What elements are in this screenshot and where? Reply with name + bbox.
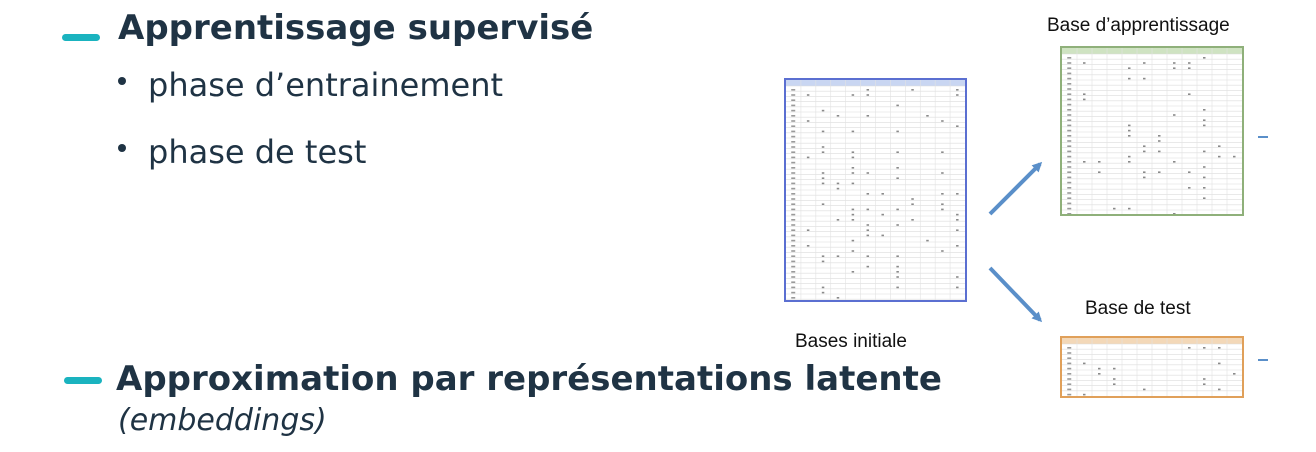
training-dataset-table — [1060, 46, 1244, 216]
section1-dash — [62, 34, 100, 41]
section1-title: Apprentissage supervisé — [118, 8, 594, 48]
training-side-mark — [1258, 136, 1268, 138]
section2-title: Approximation par représentations latent… — [116, 359, 942, 399]
training-dataset-label: Base d’apprentissage — [1047, 15, 1230, 36]
initial-dataset-table — [784, 78, 967, 302]
initial-dataset-label: Bases initiale — [795, 331, 907, 352]
bullet-dot — [118, 77, 126, 85]
test-dataset-table — [1060, 336, 1244, 398]
test-dataset-label: Base de test — [1085, 298, 1191, 319]
section2-dash — [64, 377, 102, 384]
bullet-test-phase: phase de test — [118, 133, 366, 171]
bullet-training-phase: phase d’entrainement — [118, 66, 503, 104]
section2-subtitle: (embeddings) — [118, 403, 327, 438]
bullet-label: phase d’entrainement — [148, 66, 504, 104]
arrow-to-test — [988, 266, 1043, 323]
bullet-label: phase de test — [148, 133, 367, 171]
test-side-mark — [1258, 359, 1268, 361]
arrow-to-training — [988, 161, 1043, 216]
bullet-dot — [118, 144, 126, 152]
